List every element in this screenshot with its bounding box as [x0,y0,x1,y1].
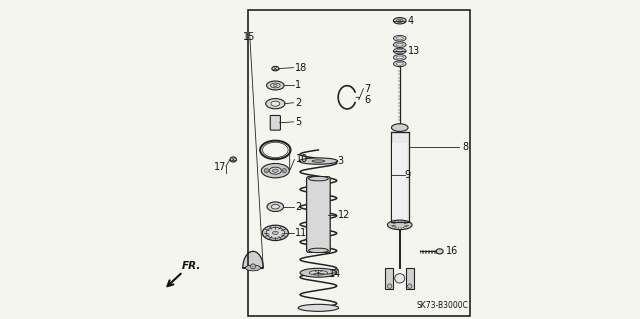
Ellipse shape [261,164,289,178]
Ellipse shape [273,231,278,234]
Ellipse shape [387,220,412,230]
Ellipse shape [271,101,280,106]
Ellipse shape [271,204,279,209]
Ellipse shape [397,19,403,22]
Bar [391,132,408,222]
Circle shape [264,168,269,173]
Text: 1: 1 [295,80,301,91]
Text: 12: 12 [337,210,350,219]
Ellipse shape [396,62,403,65]
Ellipse shape [399,20,401,21]
Ellipse shape [394,48,406,54]
Ellipse shape [262,225,289,241]
Circle shape [387,284,392,288]
Text: SK73-B3000C: SK73-B3000C [417,301,468,310]
Bar [385,268,394,289]
Text: 2: 2 [295,202,301,212]
Ellipse shape [396,49,403,52]
Bar [406,268,414,289]
Text: 14: 14 [328,269,341,279]
Ellipse shape [273,85,277,86]
Text: 2: 2 [295,98,301,108]
Ellipse shape [309,271,328,275]
Ellipse shape [298,304,339,311]
Ellipse shape [271,83,280,88]
Ellipse shape [392,124,408,131]
Ellipse shape [394,55,406,60]
Ellipse shape [308,176,328,181]
Text: 17: 17 [214,162,226,173]
Ellipse shape [394,35,406,41]
Ellipse shape [436,249,443,254]
Ellipse shape [269,167,282,174]
Text: 13: 13 [408,46,420,56]
Ellipse shape [267,202,284,211]
Text: 15: 15 [243,32,255,42]
Ellipse shape [396,43,403,46]
Text: 6: 6 [364,94,370,105]
Ellipse shape [299,158,338,164]
Ellipse shape [245,265,260,271]
Ellipse shape [300,268,337,277]
Ellipse shape [273,169,278,172]
Text: 5: 5 [295,117,301,127]
Bar [248,10,470,316]
Ellipse shape [396,56,403,59]
Circle shape [282,168,287,173]
FancyBboxPatch shape [270,115,280,130]
Text: 11: 11 [295,228,307,238]
Text: 4: 4 [408,16,414,26]
Ellipse shape [396,37,403,40]
Text: 9: 9 [404,170,410,181]
Text: 16: 16 [446,246,458,256]
Ellipse shape [266,99,285,109]
Circle shape [408,284,412,288]
Ellipse shape [312,160,325,162]
Ellipse shape [266,227,285,238]
Ellipse shape [272,66,279,71]
Ellipse shape [394,18,406,24]
Ellipse shape [308,248,328,253]
Text: 8: 8 [462,142,468,152]
Polygon shape [243,251,263,268]
Ellipse shape [394,61,406,67]
Ellipse shape [395,274,404,283]
Text: FR.: FR. [182,261,201,271]
Text: 18: 18 [295,63,307,73]
Ellipse shape [230,157,236,162]
Ellipse shape [394,42,406,48]
Text: 3: 3 [337,156,344,166]
Circle shape [250,264,255,269]
Bar [392,143,407,219]
FancyBboxPatch shape [307,177,330,252]
Text: 7: 7 [364,84,371,94]
Text: 10: 10 [296,154,308,165]
Ellipse shape [267,81,284,90]
